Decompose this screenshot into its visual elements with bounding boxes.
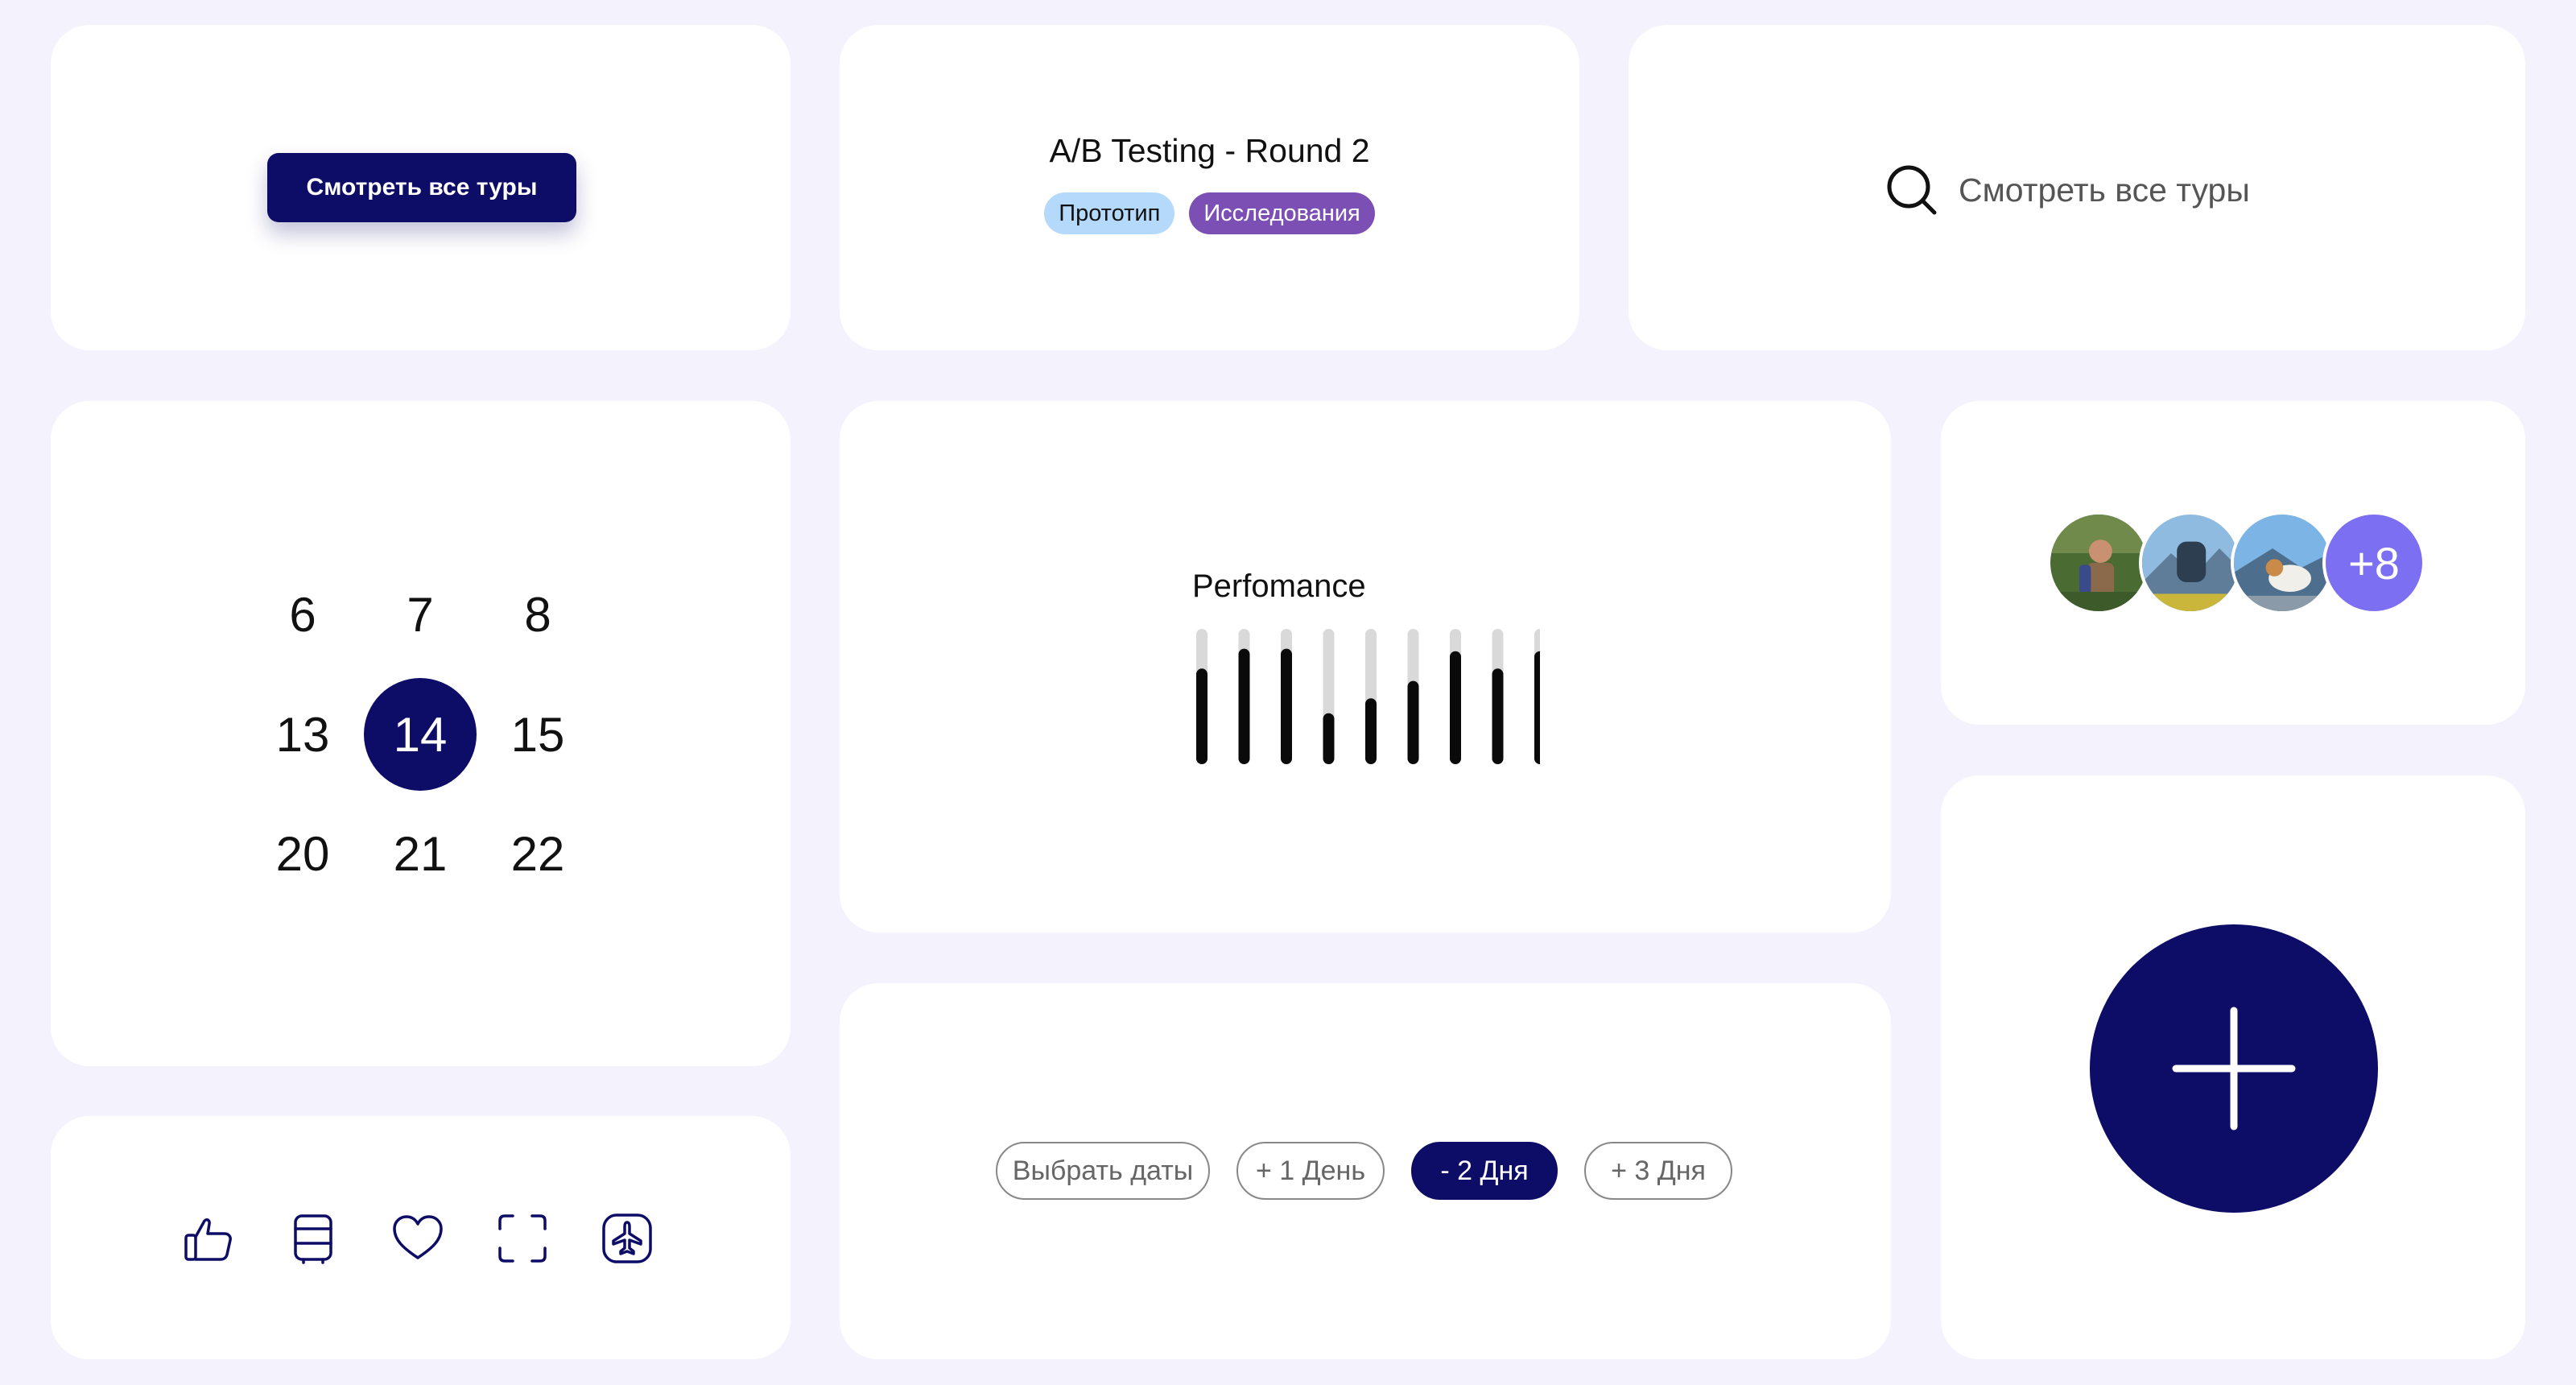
search-field[interactable]: Смотреть все туры [1885,163,2250,217]
tag-prototype[interactable]: Прототип [1044,192,1175,234]
heart-icon[interactable] [390,1211,445,1266]
icons-card [51,1116,791,1359]
scan-icon[interactable] [495,1211,550,1266]
calendar-card: 6 7 8 13 14 15 20 21 22 [51,401,791,1066]
date-chip-active[interactable]: - 2 Дня [1411,1142,1558,1200]
tag-research[interactable]: Исследования [1189,192,1375,234]
calendar-day[interactable]: 13 [275,707,330,762]
date-chip[interactable]: + 1 День [1236,1142,1385,1200]
search-card: Смотреть все туры [1629,25,2525,350]
performance-bars [1196,629,1540,764]
avatar[interactable] [2047,511,2150,614]
avatars-card: +8 [1941,401,2525,725]
calendar-day[interactable]: 22 [510,826,565,881]
add-card [1941,775,2525,1359]
thumbs-up-icon[interactable] [181,1211,236,1266]
view-all-tours-button[interactable]: Смотреть все туры [267,153,576,222]
calendar-day[interactable]: 15 [510,707,565,762]
performance-card: Perfomance [840,401,1891,932]
performance-title: Perfomance [1192,568,1366,604]
button-card: Смотреть все туры [51,25,791,350]
date-chip[interactable]: + 3 Дня [1584,1142,1732,1200]
calendar-day[interactable]: 20 [275,826,330,881]
airplane-icon[interactable] [600,1211,654,1266]
calendar-day-selected[interactable]: 14 [364,678,477,791]
luggage-icon[interactable] [286,1211,341,1266]
calendar-day[interactable]: 21 [393,826,448,881]
date-chip[interactable]: Выбрать даты [996,1142,1210,1200]
avatar-group[interactable]: +8 [2047,511,2434,614]
search-icon [1887,165,1937,215]
icon-row [181,1211,704,1266]
plus-icon [2172,1007,2296,1131]
calendar-day[interactable]: 6 [289,587,316,642]
avatar[interactable] [2231,511,2334,614]
date-chips-card: Выбрать даты + 1 День - 2 Дня + 3 Дня [840,983,1891,1359]
calendar-day[interactable]: 8 [524,587,551,642]
ab-testing-card: A/B Testing - Round 2 Прототип Исследова… [840,25,1579,350]
tag-list: Прототип Исследования [840,192,1579,234]
avatar-more-count[interactable]: +8 [2322,511,2425,614]
date-chip-group: Выбрать даты + 1 День - 2 Дня + 3 Дня [996,1142,1732,1200]
ab-testing-title: A/B Testing - Round 2 [1049,132,1370,169]
add-button[interactable] [2090,924,2378,1213]
calendar-day[interactable]: 7 [407,587,434,642]
search-placeholder: Смотреть все туры [1959,171,2250,209]
avatar[interactable] [2139,511,2242,614]
